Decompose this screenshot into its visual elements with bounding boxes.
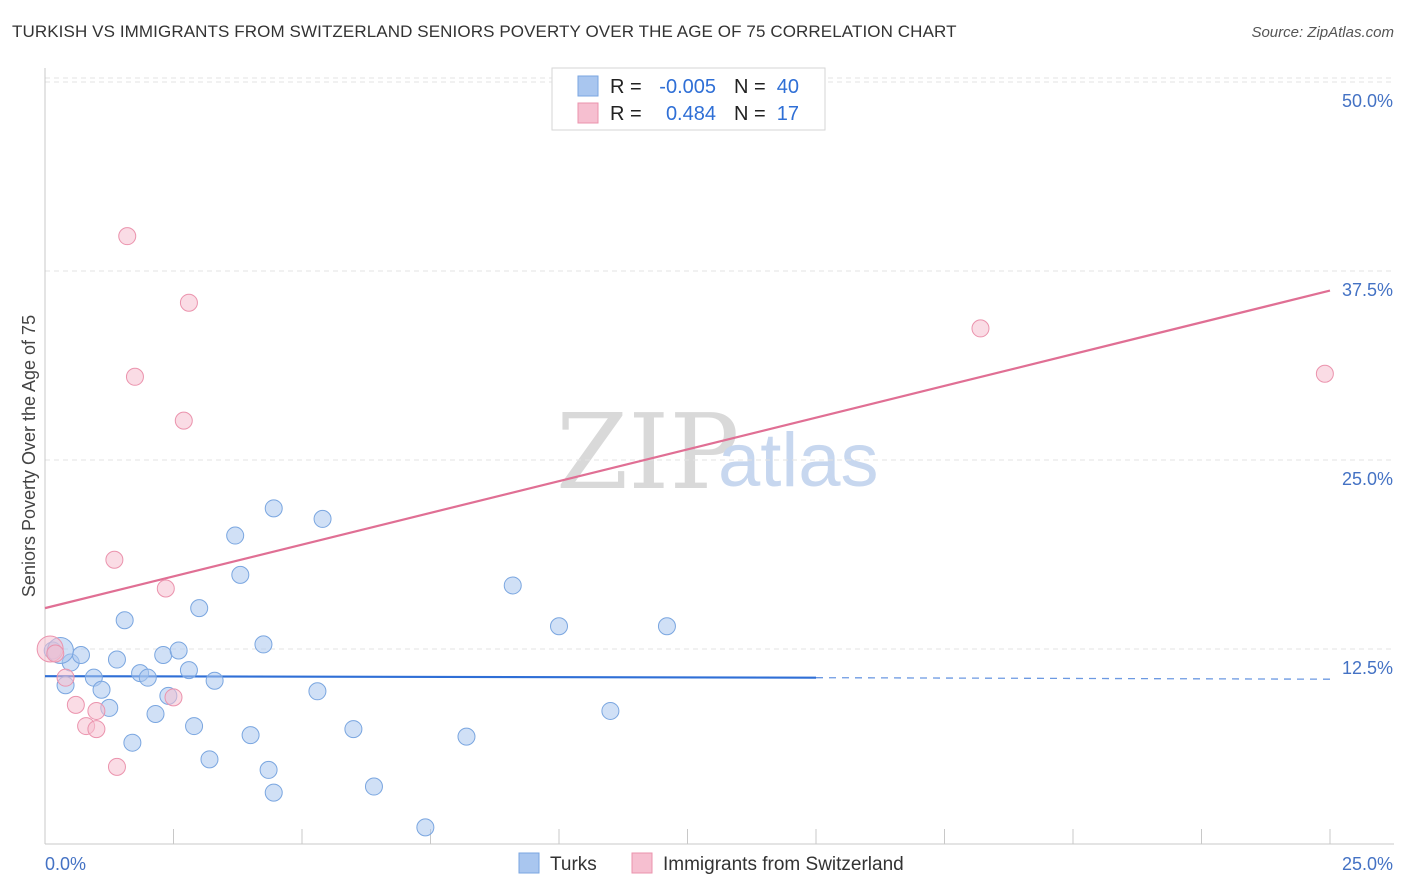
point-turks [123,733,142,752]
point-turks [457,727,476,746]
trend-line-swiss [44,289,1331,610]
point-swiss [105,550,124,569]
point-turks [169,641,188,660]
point-swiss [971,319,990,338]
point-turks [264,499,283,518]
point-turks [185,717,204,736]
point-swiss [56,668,75,687]
legend-n-value-turks: 40 [777,76,799,98]
legend-r-label-turks: R = [610,76,642,98]
y-tick-label: 12.5% [1342,658,1393,678]
point-swiss [156,579,175,598]
point-turks [226,526,245,545]
point-turks [92,680,111,699]
legend-r-label-swiss: R = [610,103,642,125]
point-swiss [87,720,106,739]
series-legend: Turks Immigrants from Switzerland [518,852,904,875]
series-legend-label-turks: Turks [550,854,597,875]
point-turks [231,565,250,584]
point-turks [138,668,157,687]
point-swiss [164,688,183,707]
y-tick-label: 25.0% [1342,469,1393,489]
point-turks [107,650,126,669]
point-turks [254,635,273,654]
data-points [36,227,1334,837]
stats-legend: R = -0.005 N = 40 R = 0.484 N = 17 [551,67,826,131]
point-turks [264,783,283,802]
point-turks [416,818,435,837]
x-axis-ticks [173,829,1331,844]
legend-r-value-swiss: 0.484 [666,103,716,125]
trend-line-turks [44,675,817,679]
watermark-atlas: atlas [718,418,879,503]
point-swiss [66,695,85,714]
point-turks [657,617,676,636]
chart-title: TURKISH VS IMMIGRANTS FROM SWITZERLAND S… [12,22,957,41]
point-swiss [46,644,65,663]
point-turks [313,509,332,528]
y-tick-label: 37.5% [1342,280,1393,300]
point-turks [71,646,90,664]
legend-swatch-turks [577,75,599,97]
point-swiss [107,757,126,776]
trend-lines [44,289,1331,680]
legend-n-label-swiss: N = [734,103,766,125]
point-turks [259,760,278,779]
point-turks [154,646,173,664]
source-label: Source: ZipAtlas.com [1251,24,1394,41]
point-turks [179,661,198,680]
y-tick-label: 50.0% [1342,91,1393,111]
point-turks [550,617,568,636]
series-legend-swatch-swiss [631,852,653,874]
point-turks [344,720,363,739]
y-axis-tick-labels: 12.5% 25.0% 37.5% 50.0% [1342,91,1393,678]
watermark-zip: ZIP [556,391,739,513]
legend-swatch-swiss [577,102,599,124]
point-swiss [87,701,106,720]
legend-n-value-swiss: 17 [777,103,799,125]
point-turks [190,599,209,618]
point-turks [503,576,522,595]
point-turks [205,671,224,690]
point-turks [308,682,327,701]
point-turks [200,750,219,769]
y-axis-label: Seniors Poverty Over the Age of 75 [19,315,39,597]
series-legend-label-swiss: Immigrants from Switzerland [663,854,904,875]
point-turks [601,701,620,720]
legend-r-value-turks: -0.005 [659,76,716,98]
point-turks [146,704,165,723]
point-swiss [179,293,198,312]
series-legend-swatch-turks [518,852,540,874]
gridlines [45,77,1394,650]
point-swiss [118,227,137,246]
point-turks [364,777,383,796]
point-turks [115,611,134,630]
point-swiss [174,411,193,430]
point-turks [241,726,260,745]
x-tick-label-min: 0.0% [45,854,86,874]
point-swiss [1315,364,1334,383]
point-swiss [125,367,144,386]
legend-n-label-turks: N = [734,76,766,98]
trend-line-turks-extrapolated [815,677,1331,680]
x-tick-label-max: 25.0% [1342,854,1393,874]
